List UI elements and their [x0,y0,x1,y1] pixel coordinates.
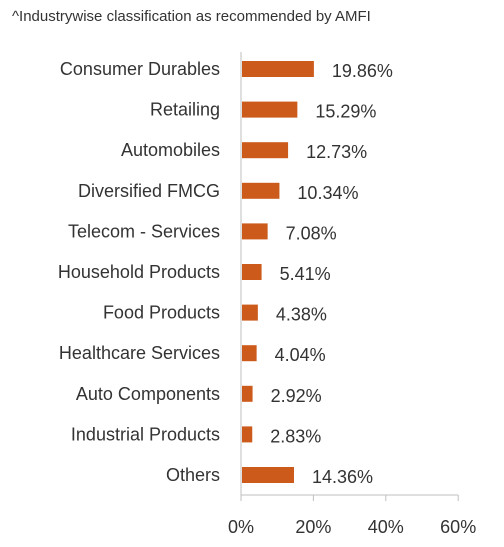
category-label: Automobiles [121,140,220,160]
category-label: Telecom - Services [68,221,220,241]
value-label: 15.29% [315,102,376,122]
bar [242,467,294,483]
bar [242,345,257,362]
value-label: 19.86% [332,61,393,81]
bar [242,182,280,199]
category-label: Healthcare Services [59,343,220,363]
category-labels: Consumer Durables Retailing Automobiles Div… [58,59,220,485]
value-labels: 19.86% 15.29% 12.73% 10.34% 7.08% 5.41% 4.38% 4… [270,61,393,487]
value-label: 7.08% [286,223,337,243]
x-tick-label: 20% [295,517,331,537]
bar [242,264,262,280]
category-label: Auto Components [76,384,220,404]
x-tick-labels: 0% 20% 40% 60% [228,517,476,537]
category-label: Household Products [58,262,220,282]
category-label: Retailing [150,100,220,120]
bar [242,223,268,240]
category-label: Consumer Durables [60,59,220,79]
bars [242,61,314,483]
x-tick-label: 0% [228,517,254,537]
value-label: 5.41% [280,264,331,284]
bar [242,304,258,321]
bar [242,142,289,159]
x-tick-label: 60% [440,517,476,537]
bar [242,426,253,443]
value-label: 2.83% [270,426,321,446]
value-label: 12.73% [306,142,367,162]
x-tick-label: 40% [368,517,404,537]
category-label: Diversified FMCG [78,181,220,201]
value-label: 2.92% [271,386,322,406]
axes [240,52,459,501]
value-label: 10.34% [297,183,358,203]
value-label: 14.36% [312,467,373,487]
value-label: 4.38% [276,305,327,325]
footnote-text: ^Industrywise classification as recommen… [12,8,371,25]
category-label: Industrial Products [71,424,220,444]
category-label: Food Products [103,303,220,323]
bar [242,385,253,402]
category-label: Others [166,465,220,485]
bar [242,101,298,118]
bar [242,61,314,77]
value-label: 4.04% [275,345,326,365]
